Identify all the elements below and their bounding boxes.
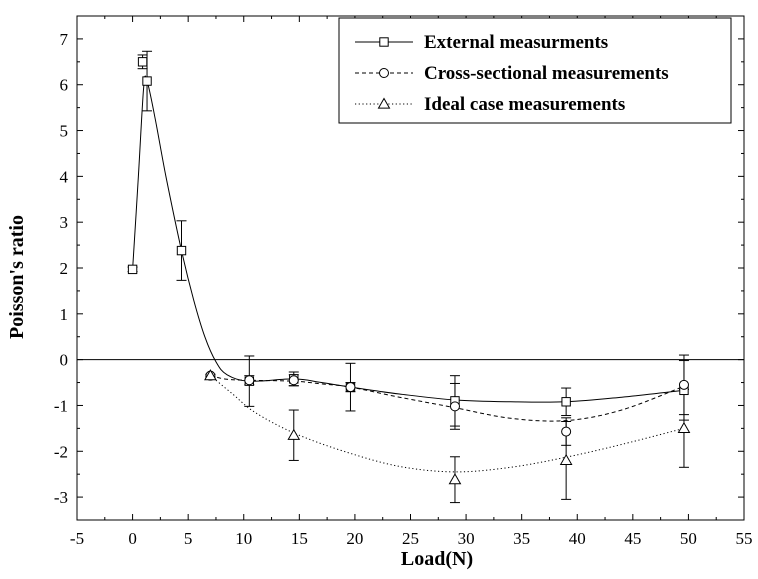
data-point-circle	[244, 375, 255, 386]
data-point-circle	[345, 382, 356, 393]
data-point-triangle	[204, 369, 217, 381]
data-point-square	[127, 264, 138, 275]
legend-marker-triangle	[377, 97, 391, 109]
legend-label: Cross-sectional measurements	[424, 63, 669, 84]
y-tick-label: 4	[60, 167, 69, 186]
y-tick-label: 3	[60, 213, 69, 232]
y-tick-label: -3	[54, 488, 68, 507]
data-point-triangle	[287, 428, 301, 440]
y-tick-label: 0	[60, 351, 69, 370]
x-tick-label: 0	[128, 529, 137, 548]
data-point-circle	[288, 375, 299, 386]
x-tick-label: 15	[291, 529, 308, 548]
legend-marker-circle	[379, 68, 389, 78]
data-point-square	[142, 76, 152, 86]
x-tick-label: -5	[70, 529, 84, 548]
x-tick-label: 5	[184, 529, 193, 548]
y-tick-label: 7	[60, 30, 69, 49]
data-point-triangle	[448, 473, 462, 485]
series-curves	[132, 75, 685, 473]
x-tick-label: 25	[402, 529, 419, 548]
legend: External measurments Cross-sectional meas…	[338, 17, 732, 124]
legend-marker-square	[379, 37, 389, 47]
x-tick-label: 40	[569, 529, 586, 548]
x-tick-label: 50	[680, 529, 697, 548]
data-point-triangle	[677, 421, 691, 433]
x-tick-label: 20	[346, 529, 363, 548]
x-tick-label: 10	[235, 529, 252, 548]
legend-box	[338, 17, 732, 124]
x-tick-label: 55	[736, 529, 753, 548]
legend-label: External measurments	[424, 32, 608, 53]
x-tick-label: 35	[513, 529, 530, 548]
data-point-circle	[449, 401, 460, 412]
data-point-triangle	[559, 453, 573, 466]
series-markers	[127, 57, 691, 485]
legend-label: Ideal case measurements	[424, 94, 625, 115]
x-tick-label: 30	[458, 529, 475, 548]
y-tick-label: 5	[60, 122, 69, 141]
y-tick-label: 6	[60, 76, 69, 95]
y-tick-label: -2	[54, 442, 68, 461]
y-tick-label: -1	[54, 396, 68, 415]
y-axis-title: Poisson's ratio	[6, 215, 28, 339]
data-point-square	[176, 245, 187, 256]
x-tick-label: 45	[624, 529, 641, 548]
series-line-3	[210, 375, 685, 473]
data-point-circle	[678, 379, 689, 390]
data-point-square	[561, 397, 571, 407]
data-point-circle	[561, 426, 572, 437]
x-axis-title: Load(N)	[401, 548, 473, 570]
y-tick-label: 2	[60, 259, 69, 278]
y-tick-label: 1	[60, 305, 69, 324]
series-line-1	[132, 75, 685, 403]
data-point-square	[137, 57, 148, 67]
